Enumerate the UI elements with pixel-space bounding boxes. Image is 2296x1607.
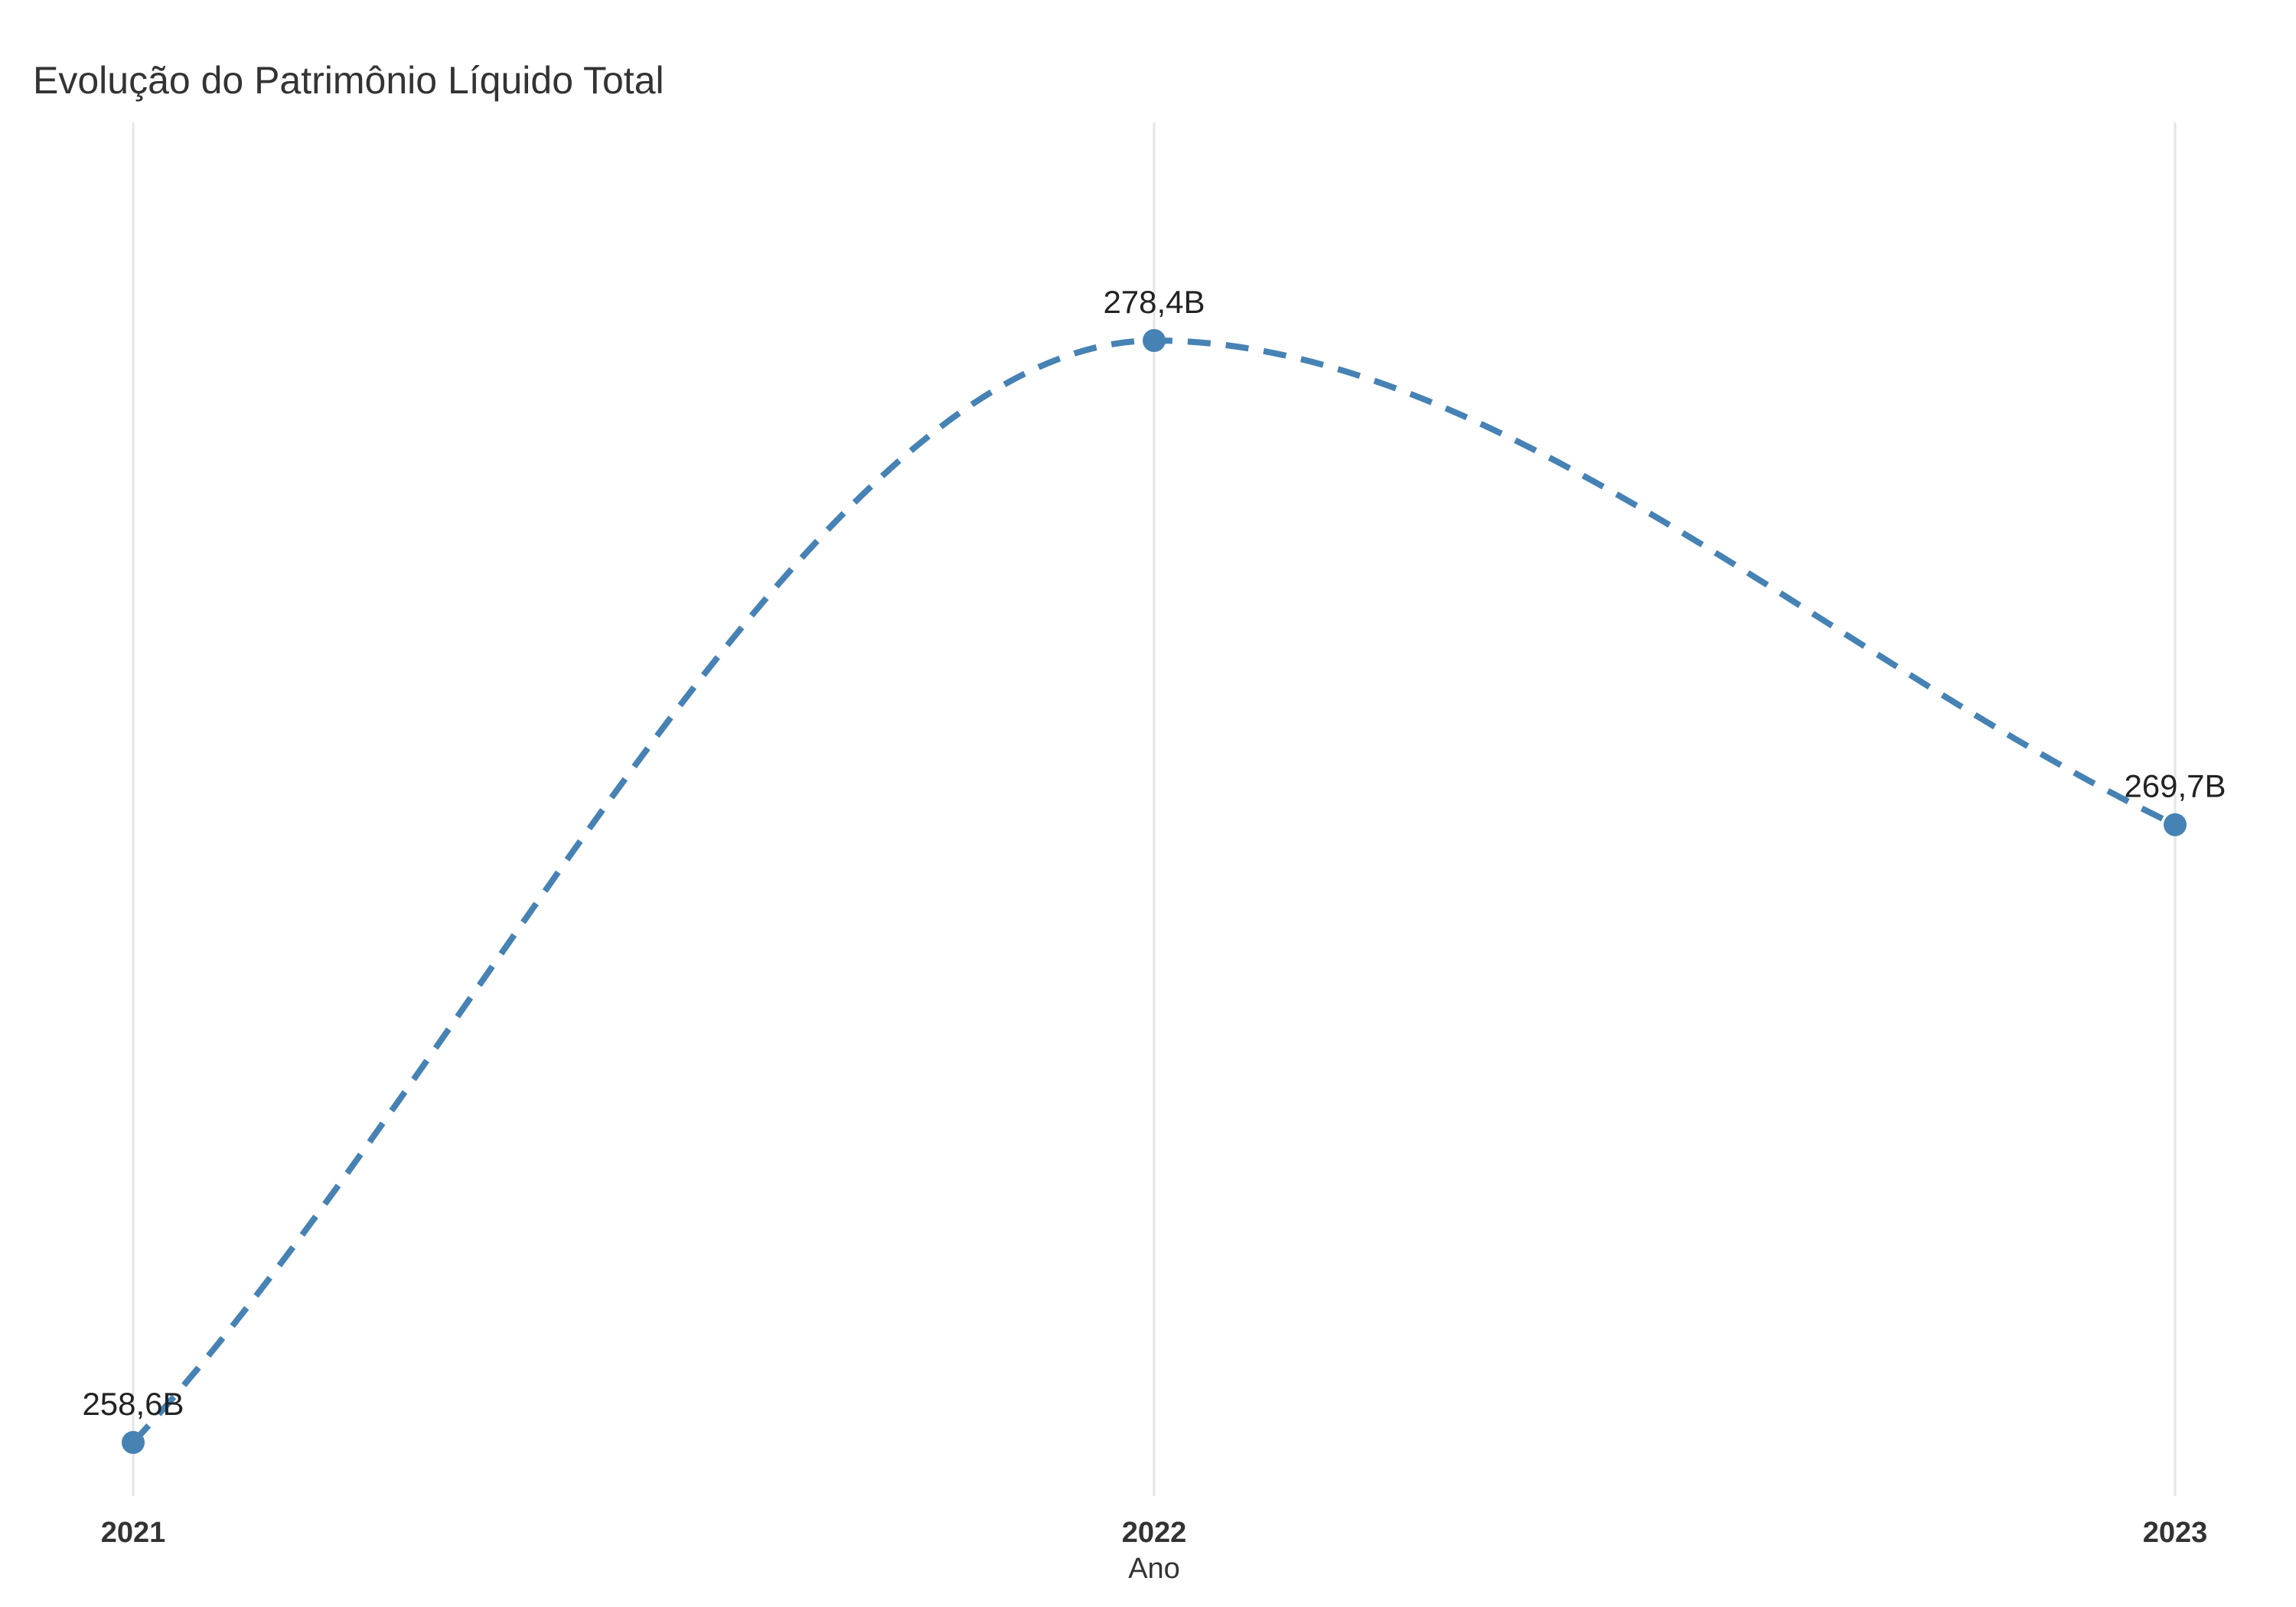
data-point-2023 xyxy=(2164,813,2187,836)
vertical-gridlines xyxy=(132,122,2177,1496)
x-axis-ticks: 2021 2022 2023 xyxy=(101,1517,2208,1549)
data-label-2023: 269,7B xyxy=(2124,768,2226,804)
data-label-2021: 258,6B xyxy=(82,1386,184,1422)
x-tick-label-2022: 2022 xyxy=(1122,1517,1187,1549)
data-point-2021 xyxy=(122,1431,145,1454)
series-line-group xyxy=(131,337,2177,1445)
x-tick-label-2021: 2021 xyxy=(101,1517,166,1549)
x-axis-title: Ano xyxy=(1128,1553,1180,1585)
series-line xyxy=(131,337,2177,1445)
x-tick-label-2023: 2023 xyxy=(2143,1517,2208,1549)
chart-title: Evolução do Patrimônio Líquido Total xyxy=(33,59,664,102)
data-point-2022 xyxy=(1143,329,1166,352)
data-labels: 258,6B 278,4B 269,7B xyxy=(82,284,2226,1422)
data-label-2022: 278,4B xyxy=(1103,284,1205,320)
data-points xyxy=(122,329,2187,1454)
